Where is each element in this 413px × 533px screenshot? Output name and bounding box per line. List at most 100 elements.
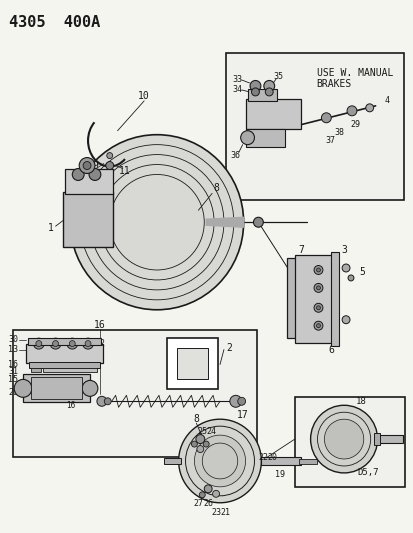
Text: 24: 24: [206, 426, 216, 435]
Bar: [261, 457, 300, 465]
Bar: [298, 459, 316, 464]
Bar: [294, 255, 335, 343]
Circle shape: [82, 381, 97, 397]
Bar: [245, 129, 284, 147]
Circle shape: [105, 161, 114, 169]
Circle shape: [33, 338, 44, 349]
Text: 17: 17: [236, 410, 248, 420]
Circle shape: [52, 341, 58, 346]
Circle shape: [104, 398, 111, 405]
Text: 5: 5: [358, 267, 364, 277]
Bar: [247, 89, 276, 101]
Bar: [330, 252, 338, 345]
Bar: [23, 375, 90, 402]
Text: 2: 2: [225, 343, 231, 352]
Circle shape: [263, 80, 274, 92]
Circle shape: [195, 434, 204, 443]
Text: D5,7: D5,7: [356, 469, 377, 478]
Bar: [31, 377, 82, 399]
Text: 4: 4: [384, 96, 389, 106]
Polygon shape: [206, 217, 243, 227]
Text: 27: 27: [193, 499, 203, 508]
Circle shape: [197, 446, 203, 453]
Circle shape: [251, 88, 259, 96]
Text: 6: 6: [328, 344, 333, 354]
Circle shape: [313, 303, 322, 312]
Bar: [245, 99, 300, 129]
Circle shape: [313, 265, 322, 274]
Text: 29: 29: [350, 120, 360, 129]
Circle shape: [313, 284, 322, 293]
Circle shape: [199, 492, 205, 498]
Text: 8: 8: [193, 414, 199, 424]
Text: 11: 11: [118, 166, 130, 175]
Circle shape: [89, 168, 101, 181]
Text: 16: 16: [8, 360, 18, 369]
Bar: [286, 258, 296, 337]
Text: 36: 36: [230, 151, 240, 160]
Bar: [28, 337, 101, 345]
Bar: [176, 348, 208, 379]
Bar: [26, 344, 102, 364]
Text: 34: 34: [232, 85, 242, 94]
Bar: [29, 362, 100, 368]
Circle shape: [253, 217, 263, 227]
Circle shape: [107, 152, 112, 158]
Text: 15: 15: [8, 375, 18, 384]
Circle shape: [83, 161, 91, 169]
Circle shape: [36, 341, 42, 346]
Text: 8: 8: [213, 183, 218, 193]
Text: 35: 35: [273, 72, 282, 82]
Circle shape: [237, 397, 245, 405]
Circle shape: [85, 341, 91, 346]
Circle shape: [249, 80, 260, 92]
Text: 1: 1: [47, 223, 53, 233]
Text: 16: 16: [94, 320, 105, 330]
Text: 33: 33: [232, 76, 242, 84]
Text: 9: 9: [92, 160, 97, 171]
Bar: [377, 435, 402, 443]
Circle shape: [313, 321, 322, 330]
Circle shape: [72, 168, 84, 181]
Circle shape: [341, 264, 349, 272]
Text: 28: 28: [8, 388, 18, 397]
Text: 25: 25: [197, 426, 207, 435]
Circle shape: [70, 135, 243, 310]
Circle shape: [14, 379, 32, 397]
Circle shape: [316, 324, 320, 328]
Bar: [166, 337, 218, 389]
Circle shape: [212, 490, 219, 497]
Bar: [63, 192, 112, 247]
Text: 21: 21: [221, 508, 230, 517]
Circle shape: [203, 441, 209, 447]
Bar: [373, 433, 379, 445]
Text: 10: 10: [138, 91, 150, 101]
Circle shape: [265, 88, 273, 96]
Circle shape: [69, 341, 75, 346]
Circle shape: [191, 441, 197, 447]
Text: BRAKES: BRAKES: [316, 79, 351, 89]
Bar: [65, 168, 112, 195]
Circle shape: [365, 104, 373, 112]
Bar: [294, 397, 404, 487]
Circle shape: [316, 286, 320, 290]
Text: 19: 19: [275, 471, 285, 479]
Bar: [43, 368, 97, 373]
Circle shape: [67, 338, 78, 349]
Text: 30: 30: [8, 335, 18, 344]
Text: 16: 16: [66, 401, 75, 410]
Text: 7: 7: [298, 245, 304, 255]
Text: 20: 20: [266, 453, 277, 462]
Text: 31: 31: [8, 367, 18, 376]
Text: 4305  400A: 4305 400A: [9, 15, 100, 30]
Bar: [13, 330, 257, 457]
Circle shape: [97, 397, 107, 406]
Text: 13: 13: [8, 345, 18, 354]
Text: 3: 3: [340, 245, 346, 255]
Circle shape: [83, 338, 93, 349]
Circle shape: [50, 338, 61, 349]
Text: 14: 14: [51, 388, 60, 397]
Bar: [164, 458, 180, 464]
Bar: [225, 53, 403, 200]
Text: 23: 23: [211, 508, 221, 517]
